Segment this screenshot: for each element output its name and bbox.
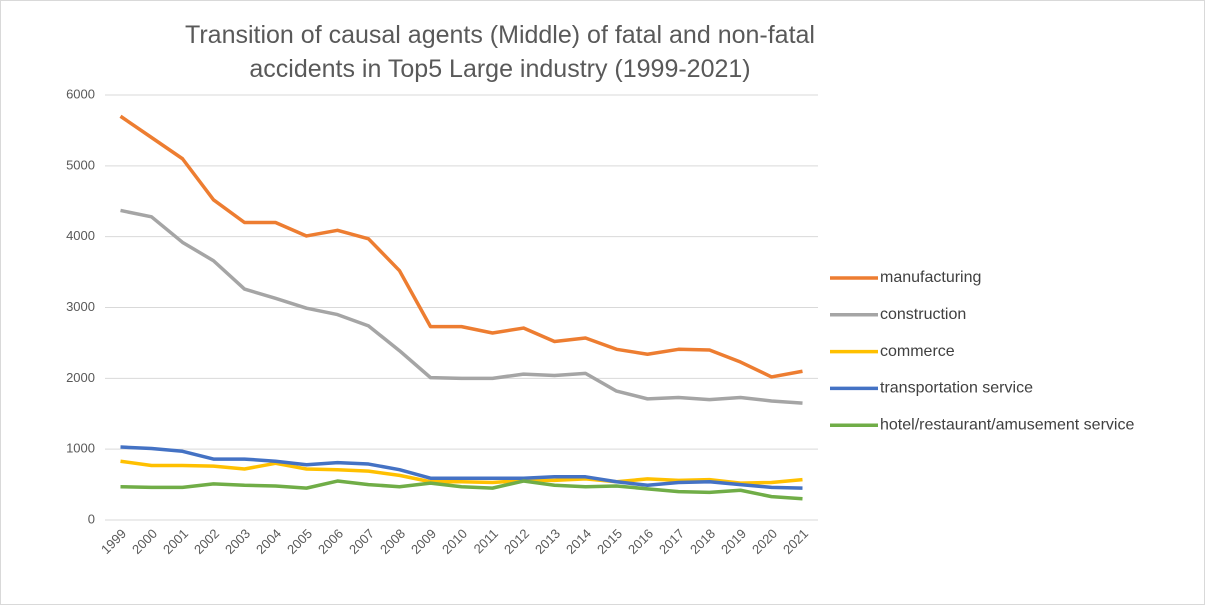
data-line [120,479,803,501]
chart-title: Transition of causal agents (Middle) of … [185,21,815,83]
data-line [120,445,803,490]
y-tick-label: 5000 [66,157,95,172]
legend-label: construction [880,306,966,323]
data-line [119,114,803,379]
data-line [120,459,803,485]
legend-label: transportation service [880,380,1033,397]
y-tick-label: 3000 [66,299,95,314]
data-line [120,208,803,405]
y-tick-label: 2000 [66,370,95,385]
y-tick-label: 4000 [66,228,95,243]
legend-label: commerce [880,343,955,360]
legend-label: hotel/restaurant/amusement service [880,416,1134,433]
y-tick-label: 1000 [66,441,95,456]
y-tick-label: 6000 [66,86,95,101]
legend-label: manufacturing [880,269,981,286]
y-tick-label: 0 [88,511,95,526]
